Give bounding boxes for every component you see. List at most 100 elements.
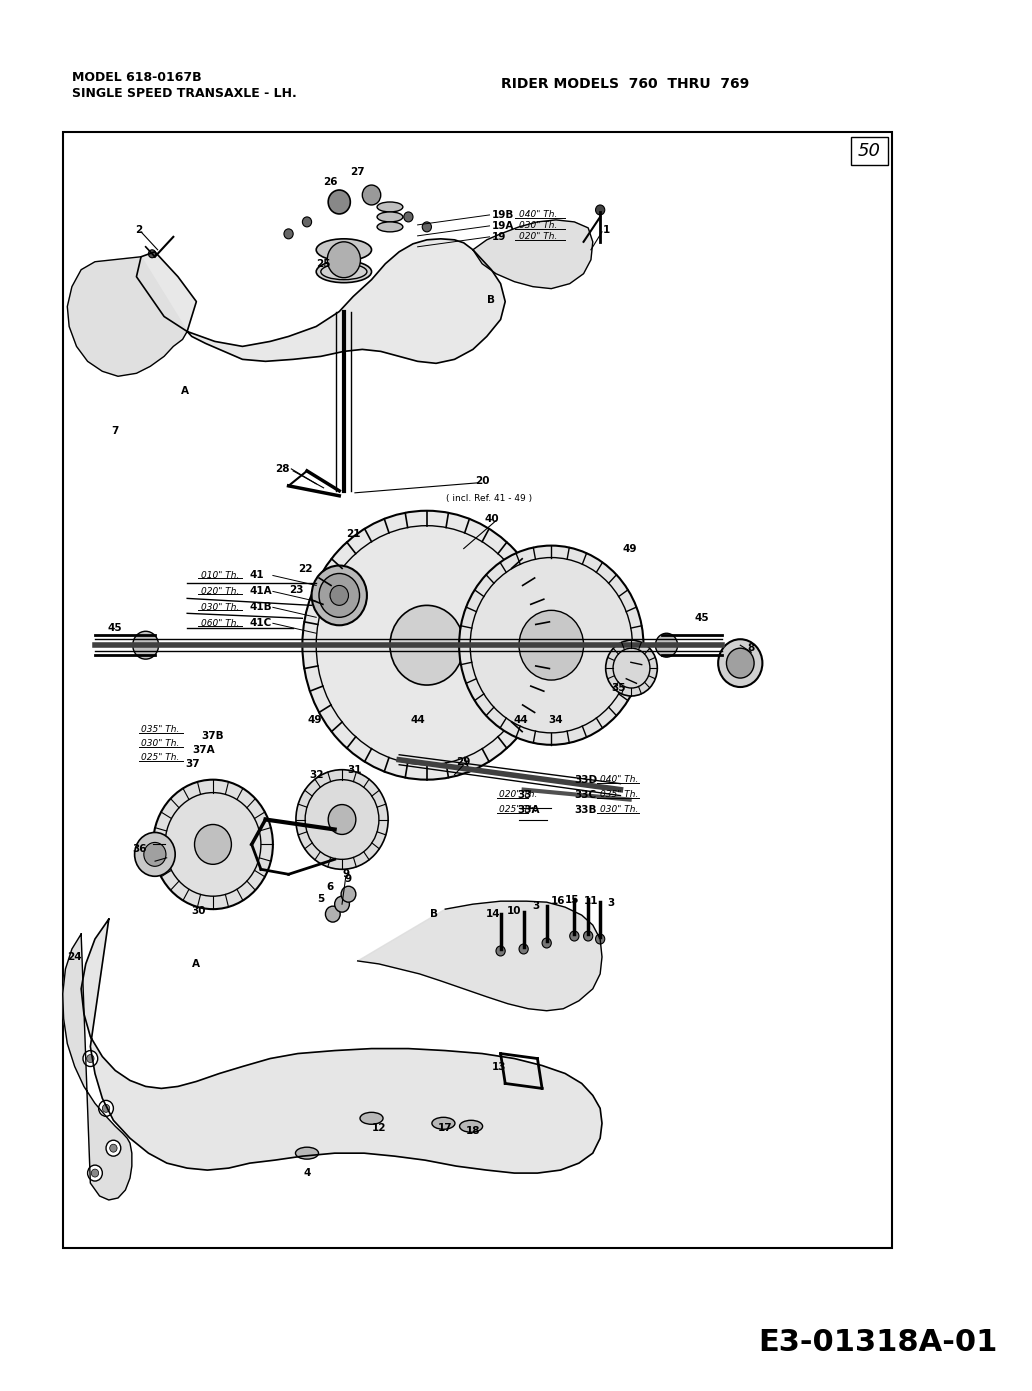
Text: 3: 3 [608,899,615,908]
Circle shape [143,843,166,867]
Text: 11: 11 [584,896,599,906]
Ellipse shape [718,640,763,687]
Polygon shape [63,933,132,1200]
Text: 37A: 37A [192,744,215,755]
Circle shape [133,632,159,659]
Circle shape [334,896,350,912]
Text: 14: 14 [486,910,501,919]
Text: 9: 9 [343,869,349,879]
Circle shape [106,1141,121,1156]
Text: 22: 22 [298,563,313,573]
Polygon shape [136,239,506,363]
Text: 24: 24 [67,951,82,963]
Ellipse shape [377,202,402,211]
Text: 33A: 33A [517,804,540,815]
Circle shape [606,640,657,696]
Text: 23: 23 [289,586,303,595]
Circle shape [83,1050,98,1067]
Circle shape [109,1145,117,1152]
Ellipse shape [316,260,372,282]
Circle shape [519,611,583,680]
Circle shape [302,217,312,227]
Text: 025" Th.: 025" Th. [498,805,537,814]
Circle shape [362,185,381,204]
Circle shape [149,250,156,257]
Circle shape [655,633,678,657]
Text: 31: 31 [348,765,362,775]
Text: 010" Th.: 010" Th. [201,570,239,580]
Bar [63,132,893,1248]
Text: 41: 41 [250,570,264,580]
Ellipse shape [432,1117,455,1129]
Circle shape [404,211,413,223]
Polygon shape [473,220,592,288]
Text: 37B: 37B [201,730,224,741]
Text: 49: 49 [622,544,637,554]
Circle shape [312,566,367,626]
Text: 030" Th.: 030" Th. [141,739,180,748]
Circle shape [595,933,605,944]
Text: 37: 37 [186,758,200,769]
Circle shape [99,1100,114,1117]
Text: 41B: 41B [250,602,272,612]
Text: 1: 1 [603,225,610,235]
Text: 49: 49 [308,715,322,725]
Bar [851,138,888,166]
Text: 45: 45 [108,623,123,633]
Circle shape [422,223,431,232]
Ellipse shape [360,1113,383,1124]
Circle shape [595,204,605,216]
Circle shape [296,769,388,869]
Text: 040" Th.: 040" Th. [519,210,557,220]
Text: 20: 20 [475,476,489,485]
Circle shape [319,573,359,618]
Text: 27: 27 [351,167,365,177]
Text: 13: 13 [491,1061,506,1071]
Text: 32: 32 [309,769,323,780]
Text: B: B [430,910,439,919]
Circle shape [88,1166,102,1181]
Text: 5: 5 [317,894,324,904]
Text: 29: 29 [456,757,471,766]
Circle shape [542,938,551,949]
Text: 15: 15 [565,896,579,906]
Text: 44: 44 [514,715,528,725]
Text: 025" Th.: 025" Th. [141,754,180,762]
Text: 25: 25 [317,259,331,268]
Ellipse shape [316,239,372,260]
Polygon shape [82,919,602,1173]
Text: 030" Th.: 030" Th. [201,602,239,612]
Circle shape [134,832,175,876]
Text: 040" Th.: 040" Th. [601,775,639,785]
Text: 41C: 41C [250,618,272,629]
Circle shape [284,230,293,239]
Text: 35: 35 [611,683,625,693]
Circle shape [91,1168,99,1177]
Text: 060" Th.: 060" Th. [201,619,239,627]
Text: 19B: 19B [491,210,514,220]
Text: 28: 28 [275,465,289,474]
Circle shape [519,944,528,954]
Text: 035" Th.: 035" Th. [141,725,180,734]
Text: 12: 12 [372,1124,386,1134]
Circle shape [727,648,754,677]
Text: 020" Th.: 020" Th. [519,232,557,242]
Text: 26: 26 [323,177,337,186]
Text: 41A: 41A [250,587,272,597]
Polygon shape [358,901,602,1011]
Text: 18: 18 [465,1127,480,1136]
Circle shape [496,946,506,956]
Text: 44: 44 [411,715,425,725]
Text: 7: 7 [111,426,119,435]
Text: 6: 6 [326,882,333,892]
Text: 40: 40 [484,513,498,523]
Text: 9: 9 [345,875,352,885]
Text: 030" Th.: 030" Th. [519,221,557,231]
Circle shape [102,1104,109,1113]
Text: 36: 36 [132,844,147,854]
Circle shape [330,586,349,605]
Circle shape [328,191,350,214]
Ellipse shape [459,1120,483,1132]
Circle shape [570,931,579,942]
Circle shape [327,242,360,278]
